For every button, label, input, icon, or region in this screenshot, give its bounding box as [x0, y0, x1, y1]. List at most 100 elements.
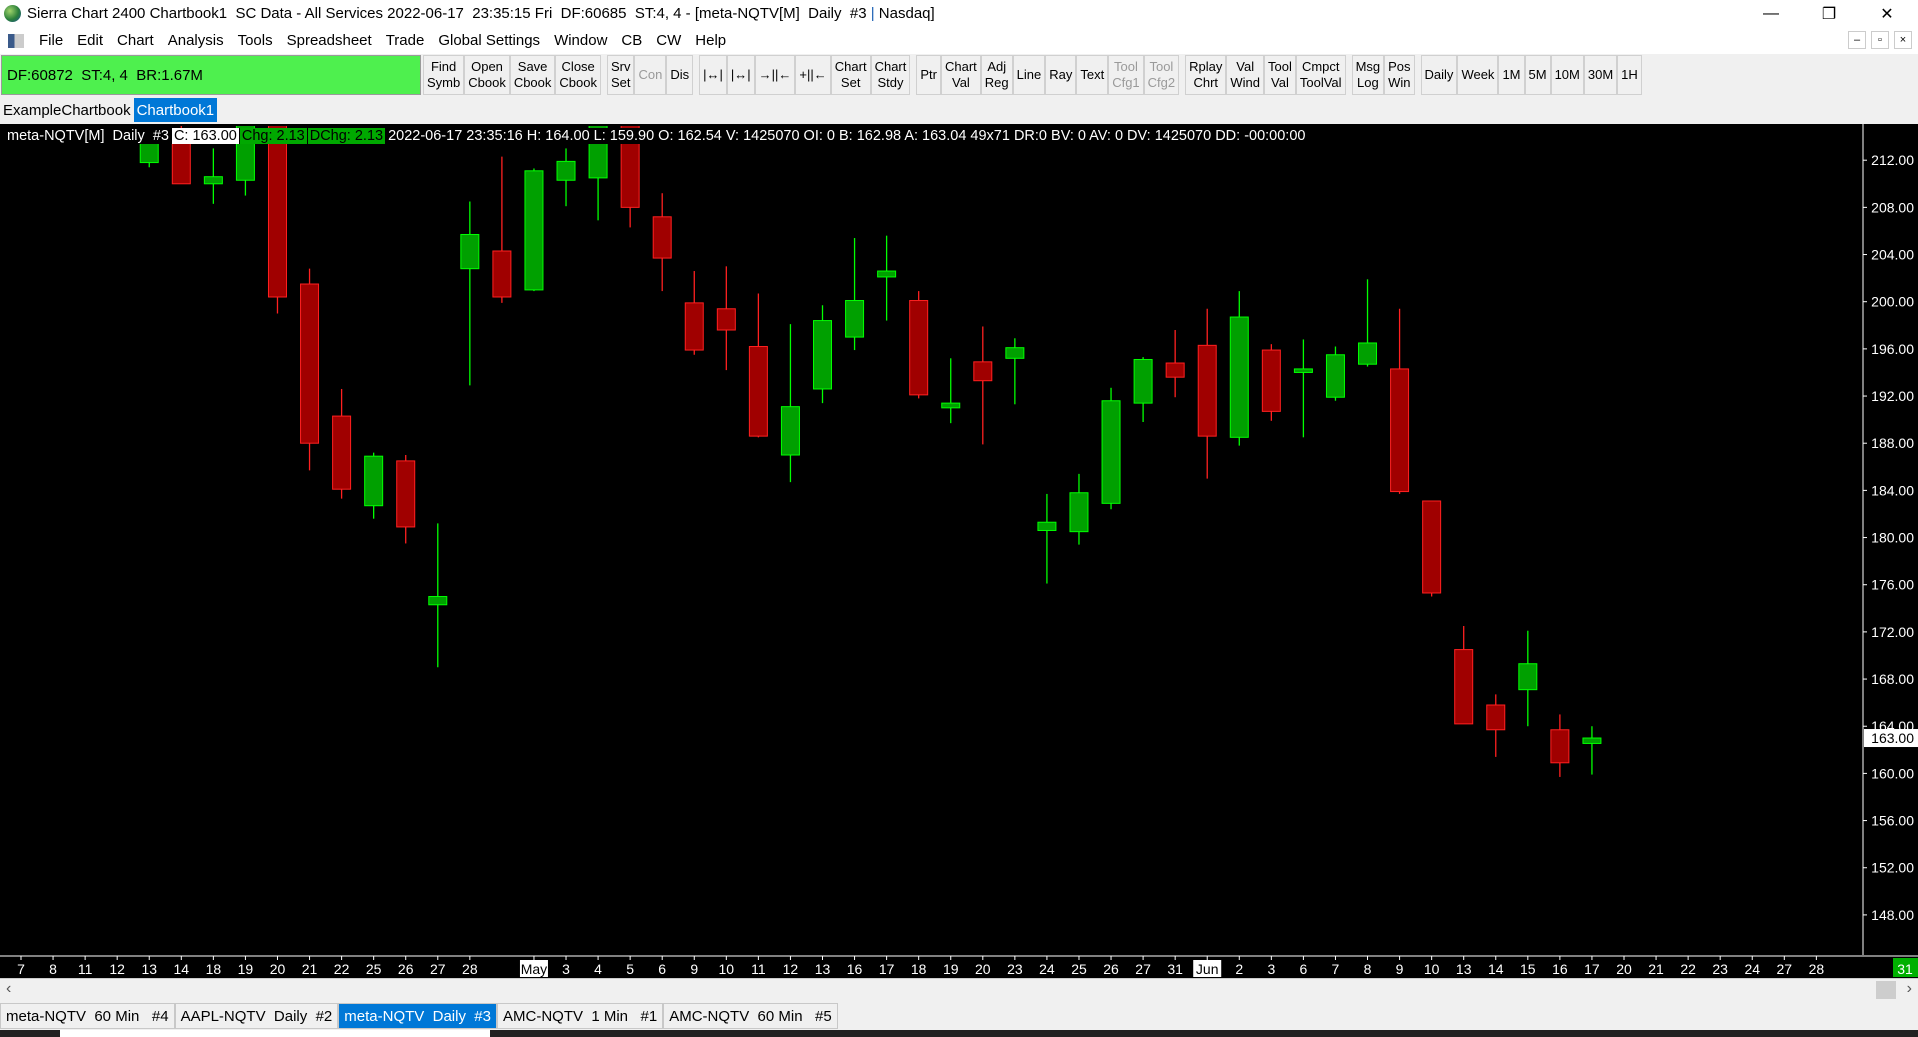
- candle-2022-06-01: [1197, 308, 1217, 479]
- candle-2022-06-17: [1582, 726, 1602, 775]
- mdi-restore-button[interactable]: ▫: [1871, 31, 1889, 49]
- x-tick-label: 2: [1235, 961, 1243, 977]
- x-tick-label: 17: [879, 961, 895, 977]
- candle-2022-05-13: [813, 305, 832, 404]
- toolbar-button-con[interactable]: Con: [634, 55, 667, 95]
- x-tick-label: 26: [398, 961, 414, 977]
- toolbar-button-close-cbook[interactable]: Close Cbook: [555, 55, 601, 95]
- scroll-right-arrow[interactable]: ›: [1906, 980, 1912, 997]
- x-tick-label: 21: [1648, 961, 1664, 977]
- toolbar-button-rplay-chrt[interactable]: Rplay Chrt: [1185, 55, 1227, 95]
- scroll-thumb[interactable]: [1876, 981, 1896, 999]
- toolbar-button-cmpct-toolval[interactable]: Cmpct ToolVal: [1295, 55, 1346, 95]
- toolbar-button-5m[interactable]: 5M: [1524, 55, 1551, 95]
- candle-2022-05-24: [1037, 493, 1057, 584]
- toolbar-button-1m[interactable]: 1M: [1498, 55, 1525, 95]
- x-tick-label: Jun: [1196, 961, 1219, 977]
- minimize-button[interactable]: —: [1763, 4, 1779, 22]
- chart-tab[interactable]: AAPL-NQTV Daily #2: [174, 1003, 339, 1029]
- x-tick-label: 20: [270, 961, 286, 977]
- toolbar-button-adj-reg[interactable]: Adj Reg: [980, 55, 1013, 95]
- menu-file[interactable]: File: [39, 32, 64, 49]
- x-tick-label: 16: [1552, 961, 1568, 977]
- toolbar-button-text[interactable]: Text: [1076, 55, 1109, 95]
- toolbar-button-chart-val[interactable]: Chart Val: [941, 55, 981, 95]
- candle-body: [332, 415, 352, 490]
- toolbar-button-find-symb[interactable]: Find Symb: [423, 55, 465, 95]
- menu-cb[interactable]: CB: [621, 32, 643, 49]
- menu-help[interactable]: Help: [695, 32, 727, 49]
- candle-body: [620, 126, 640, 208]
- chart-tab[interactable]: meta-NQTV 60 Min #4: [0, 1003, 175, 1029]
- toolbar-button-chart-set[interactable]: Chart Set: [830, 55, 871, 95]
- corner-box: [1893, 958, 1918, 977]
- menu-edit[interactable]: Edit: [77, 32, 104, 49]
- chartbook-tab[interactable]: Chartbook1: [133, 98, 218, 122]
- candle-2022-05-09: [684, 271, 704, 355]
- y-tick-label: 200.00: [1871, 294, 1914, 310]
- chartbook-tabs: ExampleChartbook Chartbook1: [0, 98, 218, 122]
- close-button[interactable]: ✕: [1880, 5, 1894, 23]
- y-tick-label: 156.00: [1871, 813, 1914, 829]
- candle-2022-05-03: [556, 148, 576, 207]
- app-globe-icon: [4, 5, 21, 22]
- candle-body: [684, 302, 704, 351]
- toolbar-button-save-cbook[interactable]: Save Cbook: [509, 55, 556, 95]
- menu-analysis[interactable]: Analysis: [167, 32, 224, 49]
- toolbar-button-1h[interactable]: 1H: [1617, 55, 1642, 95]
- menu-global-settings[interactable]: Global Settings: [438, 32, 541, 49]
- chart-tab[interactable]: AMC-NQTV 1 Min #1: [497, 1003, 664, 1029]
- x-tick-label: 14: [174, 961, 190, 977]
- y-tick-label: 196.00: [1871, 341, 1914, 357]
- toolbar-button[interactable]: |↔|: [726, 55, 755, 95]
- toolbar-button-ray[interactable]: Ray: [1045, 55, 1077, 95]
- x-tick-label: 20: [1616, 961, 1632, 977]
- chart-tab[interactable]: meta-NQTV Daily #3: [338, 1003, 497, 1029]
- toolbar-button[interactable]: |↔|: [699, 55, 727, 95]
- candle-body: [492, 250, 512, 298]
- candlestick-chart[interactable]: 212.00 208.00 204.00 200.00 196.00 192.00 188.…: [0, 124, 1918, 978]
- toolbar-button-chart-stdy[interactable]: Chart Stdy: [870, 55, 911, 95]
- toolbar-button-week[interactable]: Week: [1457, 55, 1499, 95]
- toolbar-button[interactable]: →||←: [754, 55, 796, 95]
- toolbar-button-ptr[interactable]: Ptr: [916, 55, 941, 95]
- toolbar-button-val-wind[interactable]: Val Wind: [1226, 55, 1265, 95]
- x-tick-label: 22: [1680, 961, 1696, 977]
- toolbar-button-tool-val[interactable]: Tool Val: [1264, 55, 1296, 95]
- chart-area[interactable]: [0, 124, 1918, 955]
- mdi-close-button[interactable]: ×: [1894, 31, 1912, 49]
- toolbar-button-msg-log[interactable]: Msg Log: [1351, 55, 1385, 95]
- candle-body: [556, 160, 576, 181]
- candle-2022-04-28: [460, 201, 480, 386]
- toolbar-button-srv-set[interactable]: Srv Set: [606, 55, 635, 95]
- menu-window[interactable]: Window: [554, 32, 608, 49]
- app-menu-icon[interactable]: [8, 33, 24, 48]
- toolbar-button-dis[interactable]: Dis: [666, 55, 694, 95]
- mdi-minimize-button[interactable]: –: [1848, 31, 1866, 49]
- candle-body: [973, 361, 993, 382]
- menu-trade[interactable]: Trade: [385, 32, 425, 49]
- toolbar-button-daily[interactable]: Daily: [1420, 55, 1458, 95]
- candle-2022-06-13: [1454, 625, 1474, 725]
- chartbook-tab[interactable]: ExampleChartbook: [3, 101, 131, 119]
- menu-tools[interactable]: Tools: [237, 32, 273, 49]
- candle-body: [1550, 729, 1570, 764]
- candle-body: [267, 126, 287, 298]
- horizontal-scrollbar[interactable]: ‹ ›: [0, 978, 1918, 1000]
- toolbar-button[interactable]: +||←: [795, 55, 831, 95]
- candle-2022-05-26: [1101, 387, 1121, 510]
- toolbar-button-tool-cfg1[interactable]: Tool Cfg1: [1108, 55, 1144, 95]
- toolbar-button-line[interactable]: Line: [1012, 55, 1046, 95]
- toolbar-button-open-cbook[interactable]: Open Cbook: [464, 55, 510, 95]
- menu-chart[interactable]: Chart: [117, 32, 154, 49]
- toolbar-button-30m[interactable]: 30M: [1583, 55, 1618, 95]
- toolbar-button-10m[interactable]: 10M: [1550, 55, 1584, 95]
- toolbar-button-tool-cfg2[interactable]: Tool Cfg2: [1143, 55, 1180, 95]
- restore-button[interactable]: ❐: [1821, 5, 1837, 23]
- chart-tab[interactable]: AMC-NQTV 60 Min #5: [663, 1003, 838, 1029]
- scroll-left-arrow[interactable]: ‹: [6, 980, 12, 997]
- menu-cw[interactable]: CW: [656, 32, 682, 49]
- toolbar-button-pos-win[interactable]: Pos Win: [1384, 55, 1415, 95]
- candle-body: [1454, 649, 1474, 725]
- menu-spreadsheet[interactable]: Spreadsheet: [286, 32, 372, 49]
